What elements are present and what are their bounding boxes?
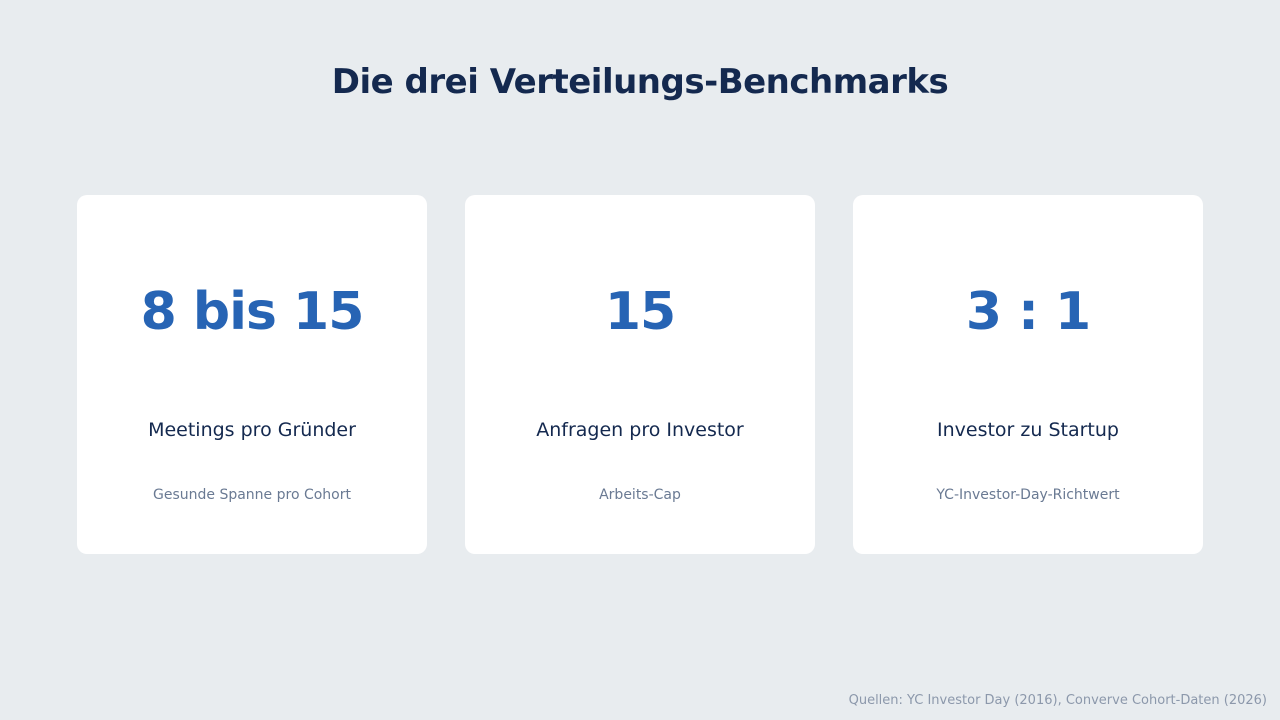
- card-value: 3 : 1: [965, 282, 1091, 342]
- card-value: 8 bis 15: [140, 282, 365, 342]
- card-label: Investor zu Startup: [937, 419, 1119, 441]
- card-note: Gesunde Spanne pro Cohort: [153, 487, 351, 503]
- benchmark-card-ratio: 3 : 1 Investor zu Startup YC-Investor-Da…: [853, 195, 1203, 554]
- card-note: YC-Investor-Day-Richtwert: [936, 487, 1120, 503]
- benchmark-card-requests: 15 Anfragen pro Investor Arbeits-Cap: [465, 195, 815, 554]
- page-title: Die drei Verteilungs-Benchmarks: [331, 62, 949, 102]
- card-value: 15: [604, 282, 676, 342]
- card-note: Arbeits-Cap: [599, 487, 681, 503]
- card-label: Meetings pro Gründer: [148, 419, 356, 441]
- card-label: Anfragen pro Investor: [536, 419, 744, 441]
- source-footnote: Quellen: YC Investor Day (2016), Converv…: [848, 693, 1267, 708]
- benchmark-card-meetings: 8 bis 15 Meetings pro Gründer Gesunde Sp…: [77, 195, 427, 554]
- benchmark-cards: 8 bis 15 Meetings pro Gründer Gesunde Sp…: [77, 195, 1203, 554]
